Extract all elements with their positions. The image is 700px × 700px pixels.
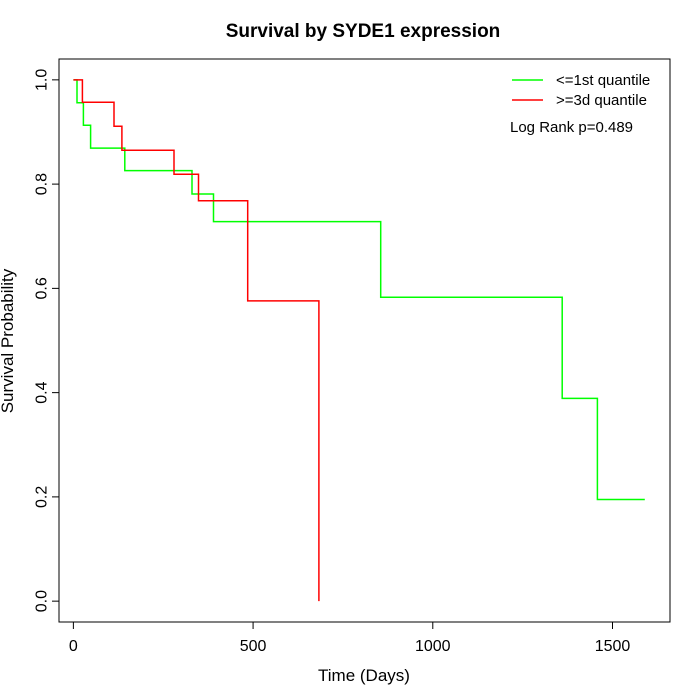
x-axis-label: Time (Days) (318, 666, 410, 685)
series-line-2 (73, 79, 320, 602)
y-tick-label: 0.6 (34, 277, 51, 299)
legend: <=1st quantile >=3d quantile (512, 72, 650, 109)
x-tick-label: 0 (69, 638, 78, 655)
series-line-1 (73, 79, 645, 501)
y-tick-label: 0.8 (34, 173, 51, 195)
y-tick-label: 0.4 (34, 381, 51, 403)
legend-label-1: <=1st quantile (556, 72, 650, 89)
x-axis: 0 500 1000 1500 (69, 621, 631, 655)
y-tick-label: 1.0 (34, 69, 51, 91)
y-axis: 0.0 0.2 0.4 0.6 0.8 1.0 (34, 69, 60, 612)
x-tick-label: 500 (240, 638, 267, 655)
legend-label-2: >=3d quantile (556, 92, 647, 109)
x-tick-label: 1500 (595, 638, 631, 655)
y-tick-label: 0.0 (34, 590, 51, 612)
chart-title: Survival by SYDE1 expression (226, 21, 501, 42)
y-tick-label: 0.2 (34, 486, 51, 508)
series-layer (73, 79, 645, 602)
log-rank-annotation: Log Rank p=0.489 (510, 119, 633, 136)
x-tick-label: 1000 (415, 638, 451, 655)
plot-frame (58, 58, 671, 623)
y-axis-label: Survival Probability (0, 268, 17, 413)
